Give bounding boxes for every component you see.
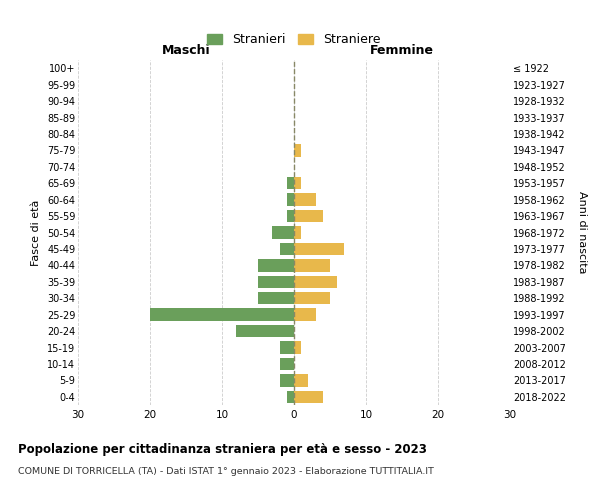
Bar [287, 177, 294, 190]
Bar [294, 144, 301, 156]
Text: COMUNE DI TORRICELLA (TA) - Dati ISTAT 1° gennaio 2023 - Elaborazione TUTTITALIA: COMUNE DI TORRICELLA (TA) - Dati ISTAT 1… [18, 468, 434, 476]
Bar [294, 226, 301, 238]
Bar [272, 226, 294, 238]
Bar [280, 243, 294, 255]
Text: Popolazione per cittadinanza straniera per età e sesso - 2023: Popolazione per cittadinanza straniera p… [18, 442, 427, 456]
Bar [294, 259, 330, 272]
Bar [258, 292, 294, 304]
Bar [287, 390, 294, 403]
Bar [294, 243, 344, 255]
Bar [294, 308, 316, 321]
Bar [294, 374, 308, 386]
Bar [258, 259, 294, 272]
Bar [294, 194, 316, 206]
Bar [258, 276, 294, 288]
Bar [280, 358, 294, 370]
Bar [294, 210, 323, 222]
Bar [287, 210, 294, 222]
Bar [294, 390, 323, 403]
Text: Femmine: Femmine [370, 44, 434, 57]
Y-axis label: Anni di nascita: Anni di nascita [577, 191, 587, 274]
Bar [280, 342, 294, 353]
Y-axis label: Fasce di età: Fasce di età [31, 200, 41, 266]
Text: Maschi: Maschi [161, 44, 211, 57]
Bar [294, 292, 330, 304]
Bar [294, 276, 337, 288]
Bar [236, 325, 294, 337]
Bar [294, 342, 301, 353]
Bar [150, 308, 294, 321]
Bar [287, 194, 294, 206]
Bar [294, 177, 301, 190]
Legend: Stranieri, Straniere: Stranieri, Straniere [202, 28, 386, 52]
Bar [280, 374, 294, 386]
